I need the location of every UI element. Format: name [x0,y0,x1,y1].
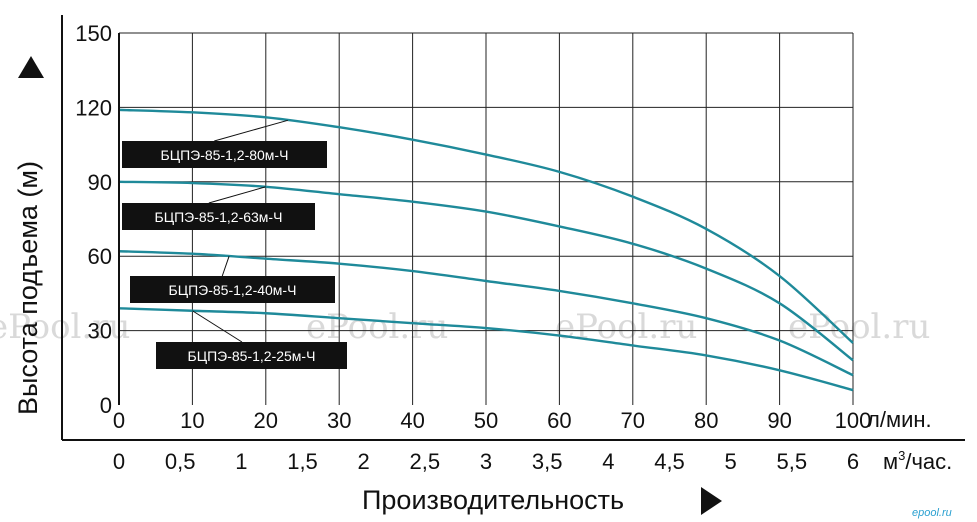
x2-tick-label-8: 4 [602,449,614,474]
y-axis-arrow-icon [18,56,44,78]
performance-curves [118,108,854,392]
y-tick-label-4: 120 [75,95,112,120]
x-tick-label-0: 0 [113,408,125,433]
x2-tick-label-9: 4,5 [654,449,685,474]
watermark-2: ePool.ru [555,307,697,347]
x-tick-label-6: 60 [547,408,571,433]
y-tick-label-1: 30 [88,319,112,344]
curve-label-box-1 [122,203,315,230]
curve-2 [118,250,854,377]
x-tick-label-5: 50 [474,408,498,433]
x2-tick-label-6: 3 [480,449,492,474]
y-axis-label: Высота подъема (м) [13,161,43,415]
curve-label-2: БЦПЭ-85-1,2-40м-Ч [169,282,297,298]
curve-label-3: БЦПЭ-85-1,2-25м-Ч [188,348,316,364]
y-tick-label-3: 90 [88,170,112,195]
x2-tick-label-7: 3,5 [532,449,563,474]
x-tick-label-4: 40 [400,408,424,433]
y-tick-labels: 0 30 60 90 120 150 [75,21,112,418]
x-tick-label-8: 80 [694,408,718,433]
logo: epool.ru [912,507,952,519]
curve-label-pointer-2 [221,256,230,277]
x-tick-label-7: 70 [621,408,645,433]
curve-label-box-3 [156,342,347,369]
curve-label-1: БЦПЭ-85-1,2-63м-Ч [155,209,283,225]
x2-tick-label-2: 1 [235,449,247,474]
y-tick-label-5: 150 [75,21,112,46]
x2-tick-label-3: 1,5 [287,449,318,474]
axes [61,15,965,441]
x-tick-label-9: 90 [767,408,791,433]
x-tick-label-2: 20 [254,408,278,433]
y-tick-label-0: 0 [100,393,112,418]
watermark-0: ePool.ru [0,307,130,347]
x2-tick-label-0: 0 [113,449,125,474]
x-tick-label-1: 10 [180,408,204,433]
x-tick-label-10: 100 [835,408,872,433]
x2-tick-label-12: 6 [847,449,859,474]
x2-tick-label-1: 0,5 [165,449,196,474]
curve-label-0: БЦПЭ-85-1,2-80м-Ч [161,147,289,163]
curve-0 [118,108,854,344]
curve-label-box-2 [130,276,335,303]
x2-tick-label-11: 5,5 [777,449,808,474]
curve-label-pointer-0 [214,119,288,142]
curve-labels: БЦПЭ-85-1,2-80м-Ч БЦПЭ-85-1,2-63м-Ч БЦПЭ-8… [122,119,347,369]
curve-label-box-0 [122,141,327,168]
x-tick-label-3: 30 [327,408,351,433]
watermark-3: ePool.ru [788,307,930,347]
x-unit-lpm: л/мин. [867,407,932,432]
x2-tick-label-4: 2 [358,449,370,474]
x2-tick-label-10: 5 [725,449,737,474]
x-tick-labels-m3h: 0 0,5 1 1,5 2 2,5 3 3,5 4 4,5 5 5,5 6 [113,449,859,474]
curve-label-pointer-3 [192,310,243,343]
x2-tick-label-5: 2,5 [410,449,441,474]
curve-label-pointer-1 [208,186,266,204]
x-axis-label: Производительность [362,485,624,515]
curve-3 [118,307,854,392]
x-tick-labels-lpm: 0 10 20 30 40 50 60 70 80 90 100 [113,408,871,433]
watermark-1: ePool.ru [306,307,448,347]
x-axis-arrow-icon [701,487,722,515]
x-unit-m3h: м3/час. [883,448,952,474]
watermarks: ePool.ru ePool.ru ePool.ru ePool.ru [0,307,930,347]
y-tick-label-2: 60 [88,244,112,269]
curve-1 [118,180,854,362]
